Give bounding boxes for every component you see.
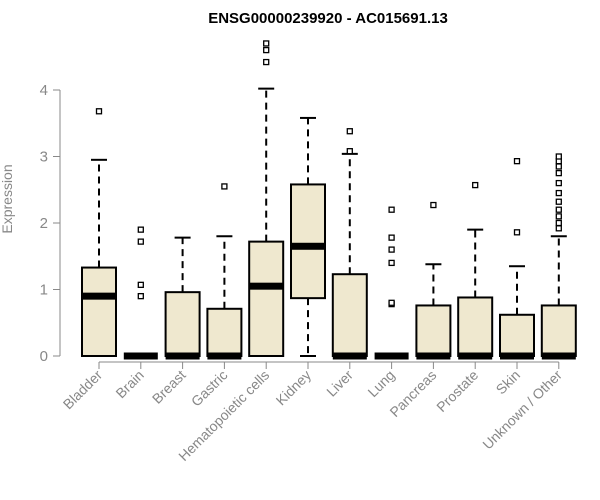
box-body [540, 304, 577, 357]
x-tick-label: Prostate [433, 367, 481, 415]
box-group [81, 40, 577, 360]
outlier-point [430, 201, 437, 209]
outlier-point [555, 225, 562, 232]
median-line [332, 352, 367, 360]
median-line [165, 352, 200, 360]
outlier-point [95, 108, 103, 115]
box-kidney [290, 116, 326, 357]
box-body [415, 304, 452, 357]
y-tick-label: 3 [40, 149, 48, 166]
outlier-point [555, 189, 562, 197]
outlier-point [555, 206, 562, 213]
x-tick-label: Unknown / Other [479, 367, 565, 453]
box-breast [164, 236, 201, 360]
y-axis: 0 1 2 3 4 [40, 82, 61, 365]
outlier-point [388, 246, 395, 253]
median-line [458, 352, 493, 360]
outlier-point [346, 128, 353, 135]
x-tick-label: Kidney [273, 367, 315, 409]
box-body [331, 273, 368, 357]
outlier-point [555, 163, 562, 170]
outlier-point [555, 179, 562, 187]
box-body [499, 313, 535, 357]
x-tick-label: Breast [149, 367, 189, 407]
box-body [206, 307, 243, 358]
outlier-point [555, 219, 562, 227]
median-line [416, 352, 451, 360]
median-line [123, 352, 158, 360]
x-tick-label: Bladder [60, 367, 106, 413]
box-hematopoietic-cells [248, 40, 285, 357]
outlier-point [263, 40, 270, 47]
outlier-point [555, 169, 562, 177]
box-lung [374, 206, 409, 360]
y-tick-label: 4 [40, 82, 48, 99]
y-tick-label: 2 [40, 215, 48, 232]
median-line [500, 352, 534, 360]
y-axis-label: Expression [0, 164, 15, 233]
y-tick-label: 0 [40, 348, 48, 365]
x-tick-label: Lung [364, 367, 397, 400]
box-body [81, 266, 117, 357]
outlier-point [555, 153, 562, 160]
outlier-point [263, 58, 270, 66]
outlier-point [513, 229, 521, 236]
outlier-point [555, 198, 562, 205]
box-brain [123, 226, 158, 360]
box-body [457, 296, 494, 358]
box-body [290, 183, 326, 300]
y-tick-label: 1 [40, 282, 48, 299]
box-gastric [206, 183, 243, 360]
median-line [82, 292, 116, 300]
box-body [164, 291, 201, 358]
outlier-point [388, 259, 395, 267]
box-skin [499, 158, 535, 360]
box-unknown-other [540, 153, 577, 360]
outlier-point [263, 46, 270, 54]
outlier-point [137, 226, 144, 233]
median-line [249, 282, 284, 290]
outlier-point [388, 299, 395, 306]
outlier-point [137, 238, 144, 245]
chart-title: ENSG00000239920 - AC015691.13 [208, 10, 448, 27]
box-prostate [457, 181, 494, 360]
x-tick-label: Brain [112, 367, 146, 401]
box-body [248, 240, 285, 357]
median-line [207, 352, 242, 360]
x-tick-label: Skin [493, 367, 524, 398]
box-liver [331, 128, 368, 360]
median-line [291, 242, 325, 250]
outlier-point [472, 181, 479, 189]
outlier-point [388, 234, 395, 241]
outlier-point [137, 281, 144, 288]
box-bladder [81, 108, 117, 357]
median-line [541, 352, 576, 360]
outlier-point [555, 213, 562, 220]
outlier-point [221, 183, 228, 190]
median-line [374, 352, 409, 360]
outlier-point [388, 206, 395, 213]
x-tick-label: Liver [323, 367, 356, 400]
outlier-point [346, 148, 353, 155]
outlier-point [513, 158, 521, 165]
outlier-point [137, 292, 144, 300]
box-pancreas [415, 201, 452, 360]
